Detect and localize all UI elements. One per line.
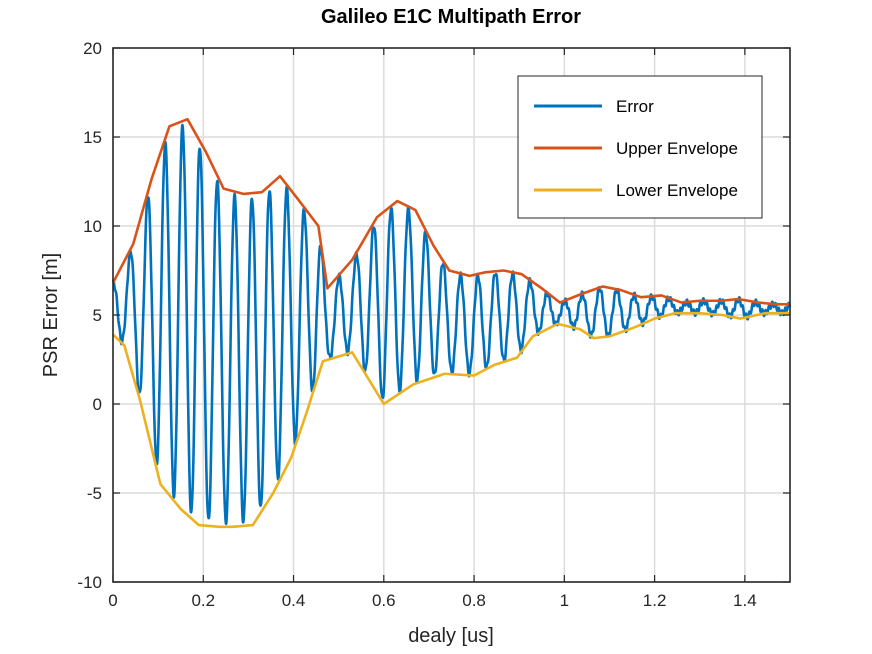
y-tick-label: -5 bbox=[87, 484, 102, 503]
x-tick-label: 1 bbox=[560, 591, 569, 610]
y-tick-label: 0 bbox=[93, 395, 102, 414]
y-tick-label: 15 bbox=[83, 128, 102, 147]
x-tick-label: 0 bbox=[108, 591, 117, 610]
x-tick-label: 0.8 bbox=[462, 591, 486, 610]
ticks bbox=[112, 47, 790, 583]
y-axis-label: PSR Error [m] bbox=[40, 253, 62, 377]
x-tick-label: 1.4 bbox=[733, 591, 757, 610]
legend-label-lower-envelope: Lower Envelope bbox=[616, 181, 738, 200]
x-axis-label: dealy [us] bbox=[408, 625, 494, 647]
y-tick-label: -10 bbox=[77, 573, 102, 592]
legend-label-upper-envelope: Upper Envelope bbox=[616, 139, 738, 158]
series-line-lower-envelope bbox=[112, 311, 790, 529]
y-tick-label: 5 bbox=[93, 306, 102, 325]
x-tick-label: 1.2 bbox=[643, 591, 667, 610]
y-tick-label: 20 bbox=[83, 39, 102, 58]
series-layer bbox=[111, 117, 792, 529]
tick-labels: 0 0.2 0.4 0.6 0.8 1 1.2 1.4 -10 -5 0 5 10 15 20 bbox=[77, 39, 756, 610]
chart-title: Galileo E1C Multipath Error bbox=[321, 6, 581, 28]
x-tick-label: 0.2 bbox=[191, 591, 215, 610]
x-tick-label: 0.4 bbox=[282, 591, 306, 610]
legend: Error Upper Envelope Lower Envelope bbox=[517, 75, 763, 219]
series-line-error bbox=[111, 123, 792, 526]
y-tick-label: 10 bbox=[83, 217, 102, 236]
series-line-upper-envelope bbox=[111, 117, 790, 306]
legend-label-error: Error bbox=[616, 97, 654, 116]
x-tick-label: 0.6 bbox=[372, 591, 396, 610]
